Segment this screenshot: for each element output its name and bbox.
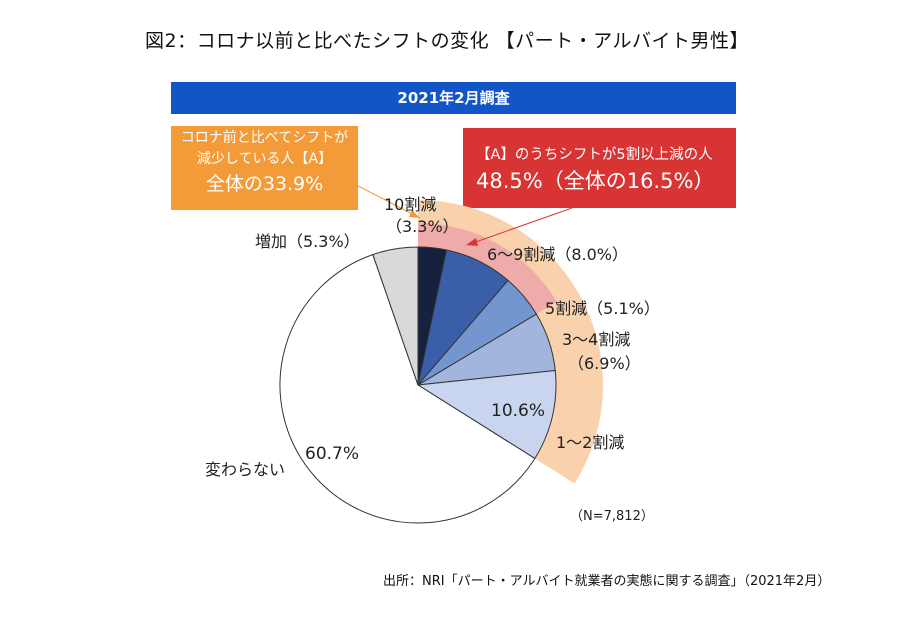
label-unchanged: 変わらない	[205, 460, 286, 479]
label-1-2wari: 1〜2割減	[556, 433, 625, 452]
label-10wari: 10割減	[384, 195, 437, 214]
callout-decreased-line1: コロナ前と比べてシフトが	[180, 130, 349, 146]
label-unchanged-pct: 60.7%	[305, 444, 360, 464]
callout-decreased: コロナ前と比べてシフトが 減少している人【A】 全体の33.9%	[171, 126, 358, 210]
arrow-orange-head	[409, 210, 420, 218]
label-6-9wari: 6〜9割減（8.0%）	[487, 245, 629, 264]
survey-banner: 2021年2月調査	[171, 82, 736, 114]
label-10wari-pct: （3.3%）	[386, 217, 459, 236]
callout-decreased-line3: 全体の33.9%	[205, 173, 324, 195]
pie-slice-6	[372, 246, 419, 386]
callout-half-or-more: 【A】のうちシフトが5割以上減の人 48.5%（全体の16.5%）	[463, 128, 736, 208]
arrow-orange-line	[342, 177, 421, 219]
chart-title: 図2：コロナ以前と比べたシフトの変化 【パート・アルバイト男性】	[145, 30, 749, 52]
callout-half-line1: 【A】のうちシフトが5割以上減の人	[476, 147, 713, 163]
label-5wari: 5割減（5.1%）	[545, 299, 660, 318]
label-3-4wari: 3〜4割減	[562, 330, 631, 349]
pie-slice-5	[279, 253, 536, 524]
sample-size: （N=7,812）	[570, 509, 654, 524]
label-1-2wari-pct: 10.6%	[491, 401, 546, 421]
label-3-4wari-pct: （6.9%）	[568, 354, 641, 373]
pie-slice-4	[416, 369, 557, 460]
label-increase: 増加（5.3%）	[255, 232, 360, 251]
callout-half-line2: 48.5%（全体の16.5%）	[476, 169, 715, 193]
arrow-red-line	[469, 207, 573, 245]
source-note: 出所：NRI「パート・アルバイト就業者の実態に関する調査」（2021年2月）	[383, 574, 831, 589]
arrow-red-head	[466, 238, 478, 246]
callout-decreased-line2: 減少している人【A】	[196, 151, 333, 167]
